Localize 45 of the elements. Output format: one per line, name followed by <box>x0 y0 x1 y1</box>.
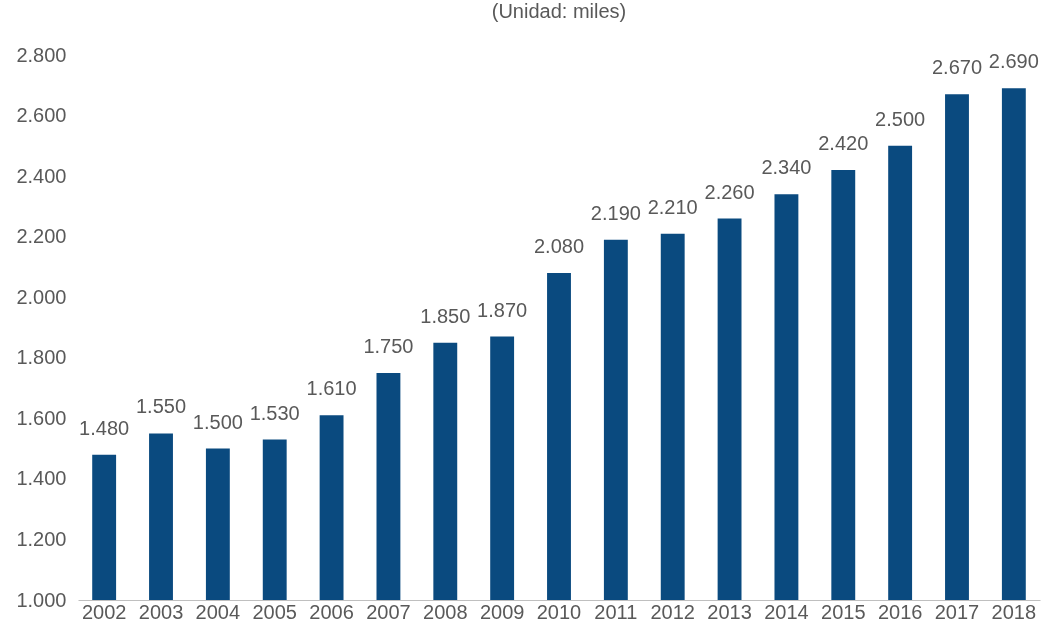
y-tick-label: 2.000 <box>16 285 67 308</box>
x-tick-label: 2006 <box>309 600 354 623</box>
data-label: 1.870 <box>477 298 528 321</box>
data-label: 2.420 <box>818 132 869 155</box>
x-tick-label: 2011 <box>594 600 638 623</box>
data-label: 1.530 <box>249 401 300 424</box>
y-tick-label: 2.800 <box>16 43 67 66</box>
data-label: 2.500 <box>875 107 926 130</box>
data-label: 1.500 <box>192 410 243 433</box>
y-tick-label: 1.400 <box>16 467 67 490</box>
x-tick-label: 2008 <box>423 600 468 623</box>
data-label: 1.480 <box>79 416 130 439</box>
x-tick-label: 2015 <box>821 600 866 623</box>
x-tick-label: 2016 <box>877 600 923 623</box>
x-tick-label: 2004 <box>195 600 241 623</box>
y-tick-label: 1.000 <box>16 588 67 611</box>
chart-subtitle: (Unidad: miles) <box>491 0 627 22</box>
x-tick-label: 2017 <box>934 600 980 623</box>
y-tick-label: 1.600 <box>16 406 67 429</box>
data-label: 2.690 <box>988 50 1039 73</box>
x-tick-label: 2012 <box>650 600 695 623</box>
x-tick-label: 2018 <box>991 600 1037 623</box>
data-label: 2.210 <box>647 195 698 218</box>
x-tick-label: 2005 <box>252 600 297 623</box>
data-label: 1.850 <box>420 304 471 327</box>
data-label: 1.610 <box>306 377 357 400</box>
data-label: 2.080 <box>533 235 585 257</box>
x-tick-label: 2002 <box>81 600 127 623</box>
x-tick-label: 2009 <box>479 600 525 623</box>
data-label: 2.190 <box>590 201 641 224</box>
x-tick-label: 2013 <box>707 600 752 623</box>
y-tick-label: 2.400 <box>16 164 67 187</box>
y-tick-label: 2.600 <box>16 104 67 127</box>
x-tick-label: 2003 <box>138 600 184 623</box>
x-tick-label: 2007 <box>366 600 411 623</box>
x-tick-label: 2010 <box>536 600 582 623</box>
y-tick-label: 1.200 <box>16 527 67 550</box>
y-tick-label: 2.200 <box>16 225 67 248</box>
data-label: 2.340 <box>761 156 812 179</box>
y-tick-label: 1.800 <box>16 346 67 369</box>
data-label: 2.670 <box>931 56 983 79</box>
data-label: 1.750 <box>363 334 414 357</box>
data-label: 1.550 <box>135 395 187 418</box>
x-tick-label: 2014 <box>764 600 809 623</box>
data-label: 2.260 <box>704 180 755 203</box>
